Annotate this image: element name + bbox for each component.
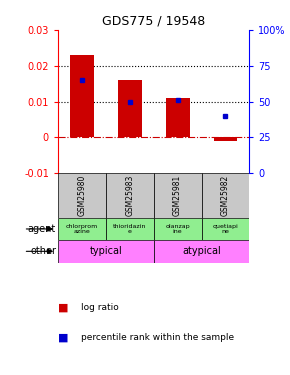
Text: thioridazin
e: thioridazin e [113, 224, 146, 234]
Bar [106, 218, 154, 240]
Text: typical: typical [90, 246, 122, 256]
Bar [202, 218, 249, 240]
Bar [154, 173, 202, 218]
Text: GSM25981: GSM25981 [173, 175, 182, 216]
Bar [106, 173, 154, 218]
Bar [154, 218, 202, 240]
Text: olanzap
ine: olanzap ine [165, 224, 190, 234]
Text: GSM25983: GSM25983 [125, 175, 134, 216]
Text: agent: agent [28, 224, 56, 234]
Text: log ratio: log ratio [81, 303, 119, 312]
Text: GSM25982: GSM25982 [221, 175, 230, 216]
Title: GDS775 / 19548: GDS775 / 19548 [102, 15, 205, 27]
Bar [213, 137, 238, 141]
Bar [202, 173, 249, 218]
Text: percentile rank within the sample: percentile rank within the sample [81, 333, 234, 342]
Bar [70, 55, 94, 137]
Text: GSM25980: GSM25980 [77, 175, 86, 216]
Text: ■: ■ [58, 303, 68, 312]
Text: quetiapi
ne: quetiapi ne [213, 224, 238, 234]
Bar [118, 80, 142, 137]
Text: atypical: atypical [182, 246, 221, 256]
Bar [58, 173, 106, 218]
Text: ■: ■ [58, 333, 68, 342]
Text: other: other [30, 246, 56, 256]
Bar [58, 240, 154, 262]
Bar [154, 240, 249, 262]
Bar [58, 218, 106, 240]
Text: chlorprom
azine: chlorprom azine [66, 224, 98, 234]
Bar [166, 98, 190, 137]
